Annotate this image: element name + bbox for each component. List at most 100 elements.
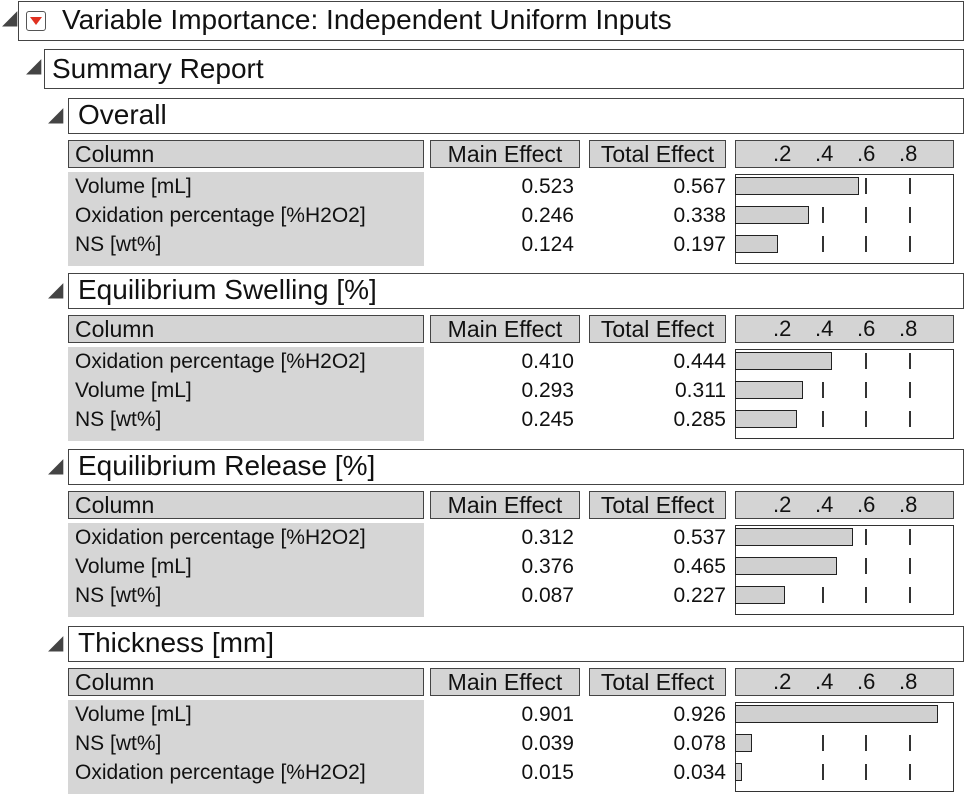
gridline-mark [909, 411, 911, 427]
row-variable-name: NS [wt%] [75, 408, 162, 431]
section-title: Overall [78, 99, 167, 130]
disclosure-triangle-icon[interactable]: ◢ [48, 455, 64, 477]
gridline-mark [909, 207, 911, 223]
disclosure-triangle-icon[interactable]: ◢ [48, 632, 64, 654]
column-header[interactable]: Column [68, 491, 424, 519]
row-variable-name: Oxidation percentage [%H2O2] [75, 761, 366, 784]
total-effect-value: 0.311 [675, 379, 726, 402]
total-effect-bar [735, 734, 752, 752]
main-effect-value: 0.312 [521, 526, 574, 549]
gridline-mark [909, 558, 911, 574]
gridline-mark [865, 764, 867, 780]
section-title-bar [68, 98, 964, 134]
column-cell-background [68, 172, 424, 266]
section-title-bar [68, 273, 964, 309]
axis-tick-label: .6 [857, 141, 876, 166]
gridline-mark [822, 236, 824, 252]
gridline-mark [865, 411, 867, 427]
column-header[interactable]: Column [68, 315, 424, 343]
gridline-mark [909, 382, 911, 398]
gridline-mark [909, 236, 911, 252]
main-effect-header[interactable]: Main Effect [430, 140, 580, 168]
axis-tick-label: .8 [899, 316, 918, 341]
gridline-mark [909, 764, 911, 780]
axis-tick-label: .6 [857, 669, 876, 694]
disclosure-triangle-icon[interactable]: ◢ [26, 55, 42, 77]
axis-tick-label: .2 [773, 316, 792, 341]
axis-tick-label: .8 [899, 492, 918, 517]
gridline-mark [865, 735, 867, 751]
total-effect-value: 0.338 [673, 204, 726, 227]
total-effect-bar [735, 528, 853, 546]
gridline-mark [822, 207, 824, 223]
column-cell-background [68, 347, 424, 441]
column-header[interactable]: Column [68, 140, 424, 168]
total-effect-value: 0.444 [673, 350, 726, 373]
total-effect-bar [735, 557, 837, 575]
gridline-mark [865, 178, 867, 194]
disclosure-triangle-icon[interactable]: ◢ [2, 7, 18, 29]
effect-plot-header [735, 315, 954, 343]
total-effect-header[interactable]: Total Effect [589, 491, 726, 519]
gridline-mark [909, 178, 911, 194]
main-effect-value: 0.245 [521, 408, 574, 431]
axis-tick-label: .8 [899, 141, 918, 166]
column-cell-background [68, 523, 424, 617]
axis-tick-label: .2 [773, 492, 792, 517]
gridline-mark [909, 529, 911, 545]
main-effect-header[interactable]: Main Effect [430, 315, 580, 343]
row-variable-name: Volume [mL] [75, 175, 192, 198]
total-effect-header[interactable]: Total Effect [589, 140, 726, 168]
total-effect-header[interactable]: Total Effect [589, 315, 726, 343]
gridline-mark [865, 353, 867, 369]
disclosure-triangle-icon[interactable]: ◢ [48, 104, 64, 126]
main-effect-value: 0.039 [521, 732, 574, 755]
column-header[interactable]: Column [68, 668, 424, 696]
axis-tick-label: .4 [815, 492, 834, 517]
section-title: Thickness [mm] [78, 627, 275, 658]
axis-tick-label: .8 [899, 669, 918, 694]
row-variable-name: NS [wt%] [75, 732, 162, 755]
axis-tick-label: .6 [857, 492, 876, 517]
section-title: Equilibrium Swelling [%] [78, 274, 377, 305]
effect-plot-header [735, 140, 954, 168]
summary-report-title: Summary Report [52, 53, 264, 84]
effect-plot-header [735, 491, 954, 519]
row-variable-name: Oxidation percentage [%H2O2] [75, 350, 366, 373]
gridline-mark [822, 587, 824, 603]
total-effect-value: 0.926 [673, 703, 726, 726]
row-variable-name: NS [wt%] [75, 584, 162, 607]
total-effect-value: 0.537 [673, 526, 726, 549]
total-effect-bar [735, 235, 778, 253]
gridline-mark [909, 587, 911, 603]
axis-tick-label: .2 [773, 669, 792, 694]
main-effect-header[interactable]: Main Effect [430, 668, 580, 696]
total-effect-value: 0.197 [673, 233, 726, 256]
total-effect-bar [735, 177, 859, 195]
total-effect-value: 0.227 [673, 584, 726, 607]
main-effect-value: 0.901 [521, 703, 574, 726]
row-variable-name: NS [wt%] [75, 233, 162, 256]
main-effect-value: 0.015 [521, 761, 574, 784]
section-title-bar [68, 449, 964, 485]
axis-tick-label: .6 [857, 316, 876, 341]
total-effect-header[interactable]: Total Effect [589, 668, 726, 696]
gridline-mark [865, 558, 867, 574]
gridline-mark [822, 735, 824, 751]
axis-tick-label: .4 [815, 316, 834, 341]
main-effect-value: 0.523 [521, 175, 574, 198]
main-effect-header[interactable]: Main Effect [430, 491, 580, 519]
total-effect-bar [735, 352, 832, 370]
gridline-mark [909, 353, 911, 369]
gridline-mark [865, 382, 867, 398]
disclosure-triangle-icon[interactable]: ◢ [48, 279, 64, 301]
main-effect-value: 0.293 [521, 379, 574, 402]
gridline-mark [822, 764, 824, 780]
summary-report-bar [44, 49, 964, 89]
red-triangle-menu-icon[interactable] [26, 11, 46, 31]
main-effect-value: 0.410 [521, 350, 574, 373]
total-effect-value: 0.465 [673, 555, 726, 578]
gridline-mark [865, 207, 867, 223]
axis-tick-label: .4 [815, 669, 834, 694]
axis-tick-label: .4 [815, 141, 834, 166]
